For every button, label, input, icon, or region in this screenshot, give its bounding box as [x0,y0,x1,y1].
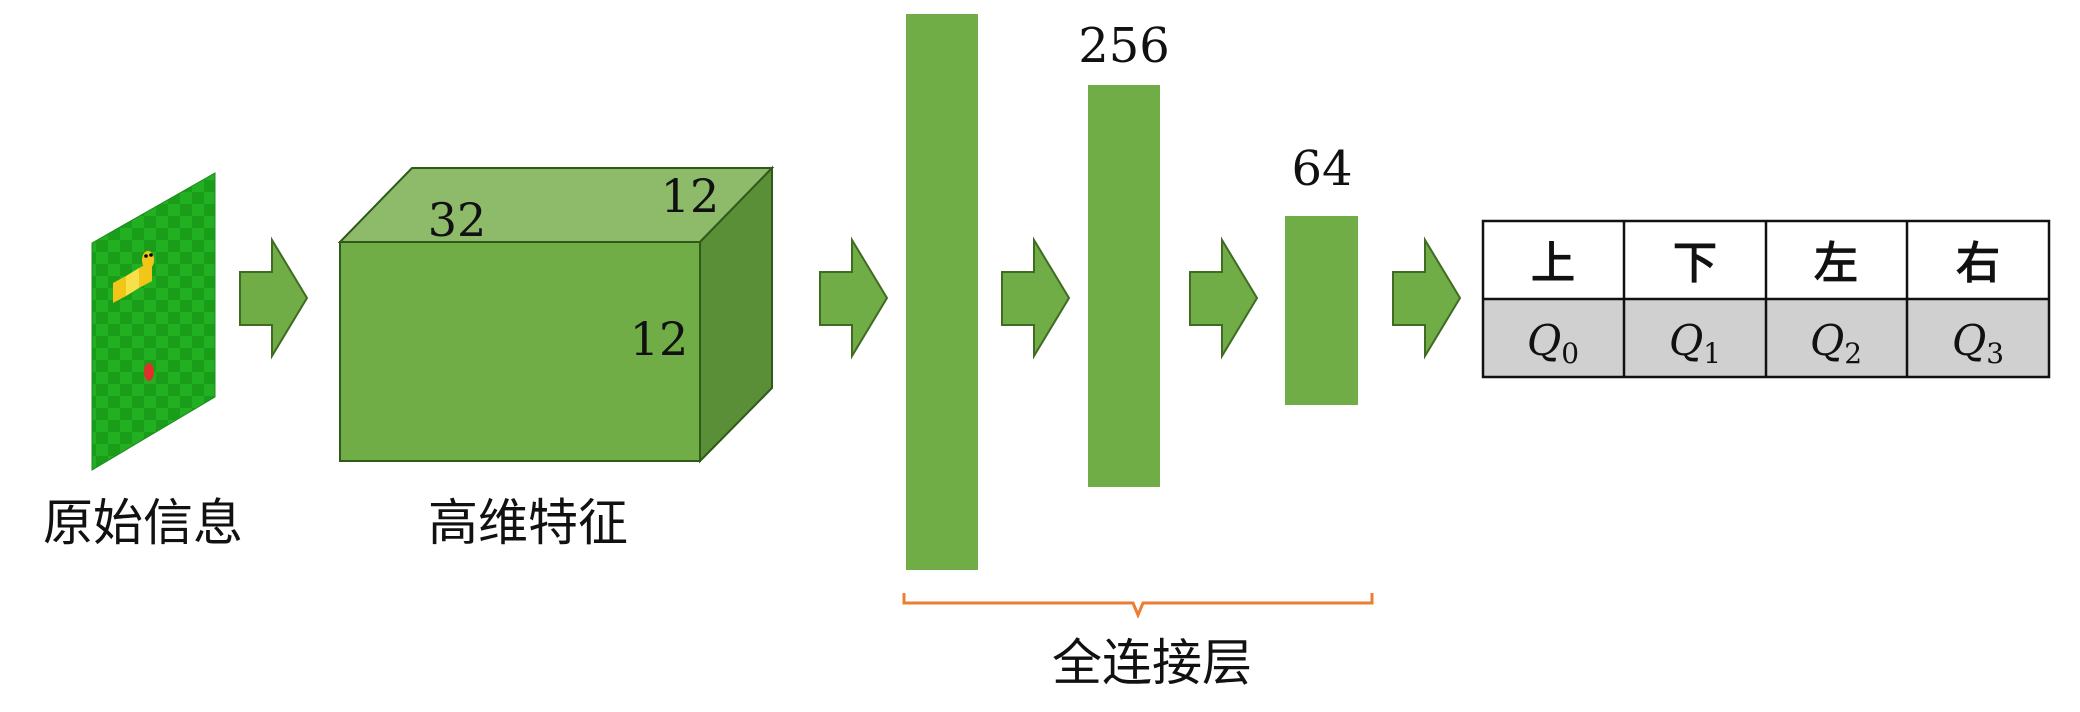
q-value-1: Q1 [1669,316,1721,370]
cube-dim-width: 32 [428,193,487,247]
action-left: 左 [1814,238,1858,289]
label-fc-layers: 全连接层 [1052,634,1252,692]
feature-cube [337,165,775,464]
label-raw-info: 原始信息 [43,494,243,552]
q-value-3: Q3 [1952,316,2004,370]
arrow-3 [1001,236,1071,360]
cube-dim-depth: 12 [661,169,720,223]
q-value-0: Q0 [1527,316,1579,370]
fc-layer-2 [1088,85,1160,487]
cube-dim-height: 12 [630,312,689,366]
action-right: 右 [1956,238,2000,289]
fc2-size: 256 [1078,18,1170,74]
arrow-5 [1392,236,1462,360]
fc-layer-3 [1285,216,1358,405]
q-value-2: Q2 [1810,316,1862,370]
snake-head [142,251,154,269]
fc3-size: 64 [1291,141,1352,197]
fc-layer-1 [906,14,978,570]
cube-front [339,241,701,462]
action-up: 上 [1531,238,1575,289]
table-grid [1481,219,2051,379]
action-down: 下 [1673,238,1717,289]
food-apple [144,363,154,381]
arrow-1 [239,236,309,360]
label-high-dim: 高维特征 [428,494,628,552]
game-board-image [91,172,216,471]
fc-brace [902,593,1374,619]
arrow-4 [1189,236,1259,360]
output-q-table: 上 下 左 右 Q0 Q1 Q2 Q3 [1481,219,2051,379]
arrow-2 [819,236,889,360]
